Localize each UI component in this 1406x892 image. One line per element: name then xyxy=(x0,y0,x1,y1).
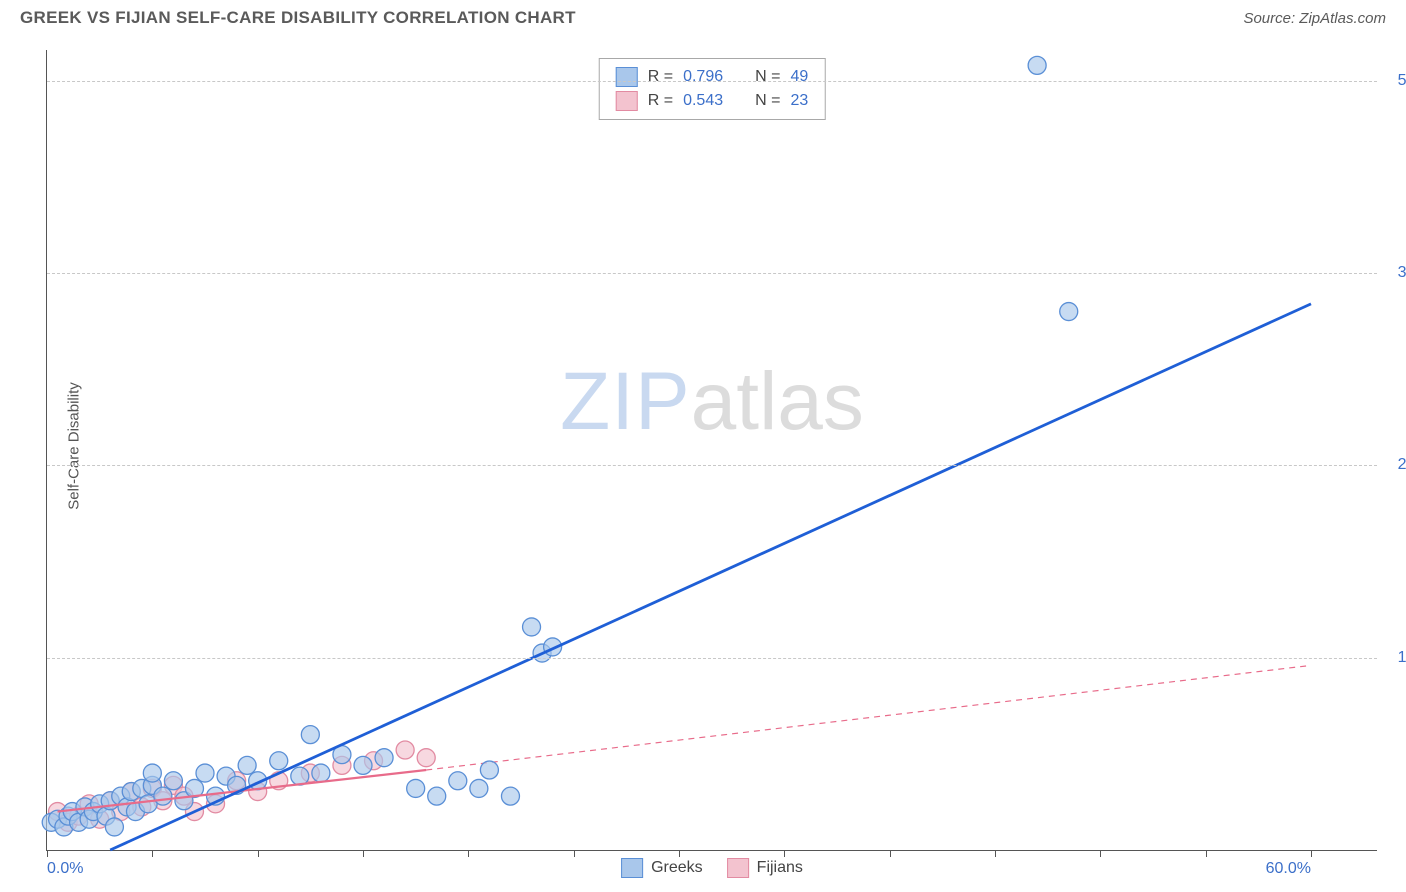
x-tick xyxy=(468,850,469,857)
x-tick xyxy=(1311,850,1312,857)
x-tick xyxy=(152,850,153,857)
data-point xyxy=(301,726,319,744)
x-tick xyxy=(47,850,48,857)
legend-row-greek: R = 0.796 N = 49 xyxy=(616,65,809,89)
r-value-a: 0.796 xyxy=(683,68,723,86)
data-point xyxy=(480,761,498,779)
x-tick xyxy=(1100,850,1101,857)
legend-label-fijian: Fijians xyxy=(757,859,803,877)
correlation-legend: R = 0.796 N = 49 R = 0.543 N = 23 xyxy=(599,58,826,120)
data-point xyxy=(375,749,393,767)
trend-line xyxy=(426,665,1311,770)
n-value-b: 23 xyxy=(790,92,808,110)
x-tick xyxy=(1206,850,1207,857)
x-tick-label: 0.0% xyxy=(47,860,83,878)
swatch-greek-bottom xyxy=(621,858,643,878)
data-point xyxy=(312,764,330,782)
source-label: Source: ZipAtlas.com xyxy=(1243,10,1386,27)
data-point xyxy=(428,787,446,805)
x-tick xyxy=(679,850,680,857)
x-tick-label: 60.0% xyxy=(1266,860,1311,878)
data-point xyxy=(449,772,467,790)
x-tick xyxy=(890,850,891,857)
n-value-a: 49 xyxy=(790,68,808,86)
data-point xyxy=(154,787,172,805)
n-label-b: N = xyxy=(755,92,780,110)
data-point xyxy=(501,787,519,805)
data-point xyxy=(238,756,256,774)
legend-label-greek: Greeks xyxy=(651,859,703,877)
chart-area: ZIPatlas R = 0.796 N = 49 R = 0.543 N = … xyxy=(46,50,1377,851)
swatch-fijian xyxy=(616,91,638,111)
legend-item-greek: Greeks xyxy=(621,858,703,878)
gridline-h xyxy=(47,658,1377,659)
data-point xyxy=(164,772,182,790)
swatch-fijian-bottom xyxy=(727,858,749,878)
trend-line xyxy=(110,304,1311,850)
data-point xyxy=(196,764,214,782)
data-point xyxy=(407,779,425,797)
n-label-a: N = xyxy=(755,68,780,86)
data-point xyxy=(1028,56,1046,74)
data-point xyxy=(470,779,488,797)
gridline-h xyxy=(47,81,1377,82)
y-tick-label: 37.5% xyxy=(1398,264,1406,282)
x-tick xyxy=(784,850,785,857)
y-tick-label: 25.0% xyxy=(1398,456,1406,474)
data-point xyxy=(143,764,161,782)
y-tick-label: 12.5% xyxy=(1398,649,1406,667)
data-point xyxy=(1060,303,1078,321)
data-point xyxy=(270,752,288,770)
x-tick xyxy=(258,850,259,857)
gridline-h xyxy=(47,465,1377,466)
data-point xyxy=(396,741,414,759)
r-value-b: 0.543 xyxy=(683,92,723,110)
page-title: GREEK VS FIJIAN SELF-CARE DISABILITY COR… xyxy=(20,8,576,28)
x-tick xyxy=(363,850,364,857)
r-label-b: R = xyxy=(648,92,673,110)
legend-item-fijian: Fijians xyxy=(727,858,803,878)
data-point xyxy=(354,756,372,774)
scatter-plot-svg xyxy=(47,50,1311,850)
swatch-greek xyxy=(616,67,638,87)
data-point xyxy=(105,818,123,836)
series-legend: Greeks Fijians xyxy=(621,858,803,878)
x-tick xyxy=(995,850,996,857)
data-point xyxy=(417,749,435,767)
r-label-a: R = xyxy=(648,68,673,86)
x-tick xyxy=(574,850,575,857)
y-tick-label: 50.0% xyxy=(1398,72,1406,90)
data-point xyxy=(523,618,541,636)
legend-row-fijian: R = 0.543 N = 23 xyxy=(616,89,809,113)
gridline-h xyxy=(47,273,1377,274)
